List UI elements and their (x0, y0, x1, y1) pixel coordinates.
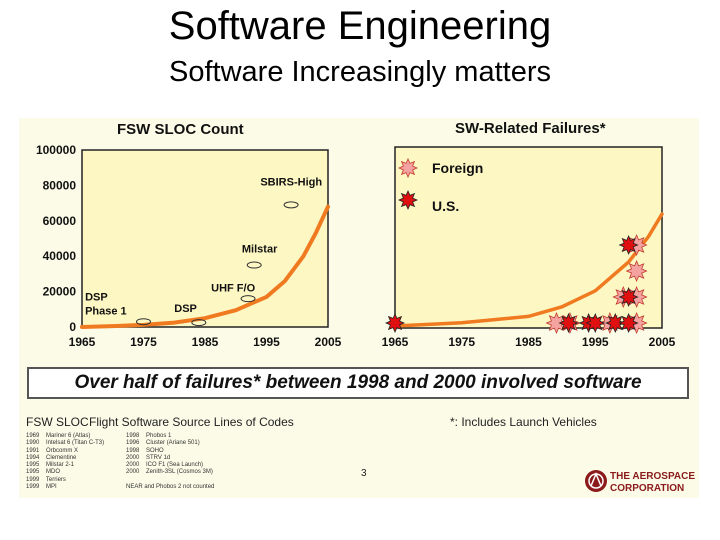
sloc-chart-title: FSW SLOC Count (117, 121, 244, 138)
failure-list-left: 1969 Mariner 6 (Atlas) 1990 Intelsat 6 (… (26, 433, 105, 491)
legend-us-marker (397, 189, 419, 211)
sloc-y-tick-label: 20000 (43, 285, 77, 299)
charts-svg: 0 20000 40000 60000 80000 100000 1965 1975 1985 1… (36, 143, 676, 349)
sloc-y-tick-label: 60000 (43, 214, 77, 228)
slide-subtitle: Software Increasingly matters (169, 56, 551, 88)
failures-x-tick-label: 1985 (515, 335, 542, 349)
sloc-x-tick-label: 2005 (315, 335, 342, 349)
logo-line1: THE AEROSPACE (610, 471, 695, 482)
page-number: 3 (361, 468, 367, 479)
figure-panel: FSW SLOC Count SW-Related Failures* 0 200… (19, 118, 699, 498)
legend-us-label: U.S. (432, 198, 459, 214)
failures-chart-title: SW-Related Failures* (455, 120, 606, 137)
foreign-failure-marker (625, 259, 648, 283)
us-failure-marker (618, 234, 639, 256)
legend-foreign-marker (397, 157, 419, 179)
sloc-x-tick-label: 1985 (192, 335, 219, 349)
sloc-y-tick-label: 100000 (36, 143, 76, 157)
sloc-program-marker (283, 201, 299, 209)
abbr-definition: Flight Software Source Lines of Codes (89, 415, 294, 429)
abbr-label: FSW SLOC (26, 415, 89, 429)
legend-foreign-label: Foreign (432, 160, 483, 176)
sloc-y-tick-label: 0 (69, 320, 76, 334)
sloc-y-tick-label: 40000 (43, 249, 77, 263)
sloc-plot-area (81, 149, 329, 328)
sloc-annotation-label: SBIRS-High (260, 176, 322, 188)
foreign-failure-marker (545, 311, 568, 335)
failures-x-tick-label: 1995 (582, 335, 609, 349)
us-failure-marker (618, 312, 639, 334)
sloc-x-tick-label: 1965 (69, 335, 96, 349)
us-failure-marker (605, 312, 626, 334)
sloc-annotation-label: DSP (85, 291, 108, 303)
banner: Over half of failures* between 1998 and … (27, 367, 689, 399)
aerospace-logo-icon: THE AEROSPACE CORPORATION (585, 470, 695, 494)
us-failure-marker (384, 312, 406, 334)
logo-line2: CORPORATION (610, 483, 684, 494)
sloc-program-marker (240, 295, 256, 303)
us-failure-marker (585, 312, 606, 334)
sloc-y-tick-label: 80000 (43, 178, 77, 192)
sloc-x-tick-label: 1975 (130, 335, 157, 349)
aerospace-logo: THE AEROSPACE CORPORATION (584, 467, 696, 495)
failure-list-right: 1998 Phobos 1 1996 Cluster (Ariane 501) … (126, 433, 215, 491)
sloc-growth-line (80, 204, 330, 329)
us-failure-marker (618, 286, 639, 308)
sloc-annotation-label: Phase 1 (85, 306, 127, 318)
sloc-program-marker (246, 261, 262, 269)
us-failure-marker (558, 312, 579, 334)
failures-x-tick-label: 1975 (448, 335, 475, 349)
launch-vehicle-note: *: Includes Launch Vehicles (450, 415, 597, 429)
failures-trend-line (393, 212, 664, 328)
failures-x-tick-label: 2005 (649, 335, 676, 349)
sloc-annotation-label: Milstar (242, 244, 278, 256)
sloc-annotation-label: DSP (174, 303, 197, 315)
sloc-x-tick-label: 1995 (253, 335, 280, 349)
failures-x-tick-label: 1965 (382, 335, 409, 349)
sloc-program-marker (136, 318, 151, 326)
sloc-program-marker (191, 319, 207, 327)
sloc-annotation-label: UHF F/O (211, 283, 255, 295)
slide-title: Software Engineering (168, 4, 552, 48)
